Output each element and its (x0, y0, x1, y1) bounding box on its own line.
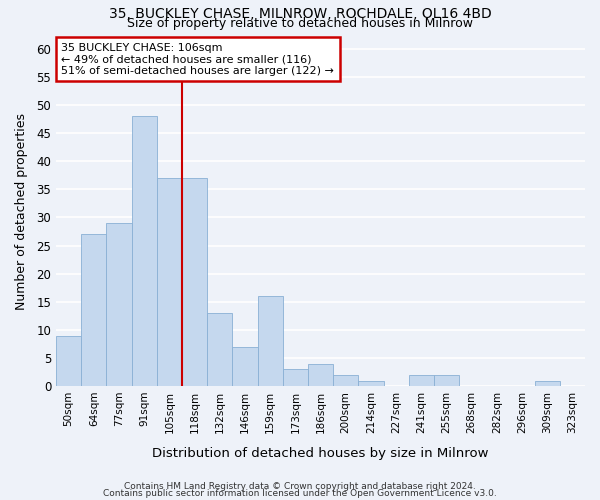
Text: Contains HM Land Registry data © Crown copyright and database right 2024.: Contains HM Land Registry data © Crown c… (124, 482, 476, 491)
Bar (106, 223, 131, 386)
Bar (81, 234, 106, 386)
Bar (257, 296, 283, 386)
Bar (207, 313, 232, 386)
Bar (358, 380, 383, 386)
Bar (232, 347, 257, 386)
Bar (434, 375, 459, 386)
Bar (409, 375, 434, 386)
Bar (157, 178, 182, 386)
Text: 35 BUCKLEY CHASE: 106sqm
← 49% of detached houses are smaller (116)
51% of semi-: 35 BUCKLEY CHASE: 106sqm ← 49% of detach… (61, 42, 334, 76)
Bar (333, 375, 358, 386)
Bar (535, 380, 560, 386)
X-axis label: Distribution of detached houses by size in Milnrow: Distribution of detached houses by size … (152, 447, 489, 460)
Bar (56, 336, 81, 386)
Text: 35, BUCKLEY CHASE, MILNROW, ROCHDALE, OL16 4BD: 35, BUCKLEY CHASE, MILNROW, ROCHDALE, OL… (109, 8, 491, 22)
Bar (182, 178, 207, 386)
Bar (308, 364, 333, 386)
Y-axis label: Number of detached properties: Number of detached properties (15, 114, 28, 310)
Bar (131, 116, 157, 386)
Text: Contains public sector information licensed under the Open Government Licence v3: Contains public sector information licen… (103, 489, 497, 498)
Bar (283, 370, 308, 386)
Text: Size of property relative to detached houses in Milnrow: Size of property relative to detached ho… (127, 18, 473, 30)
